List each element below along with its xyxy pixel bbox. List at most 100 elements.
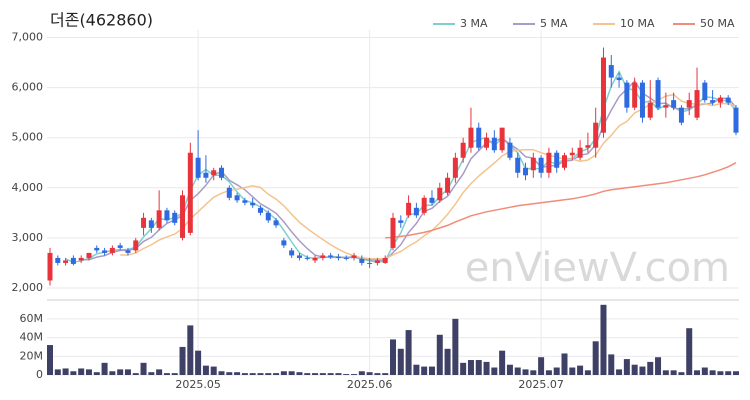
candle-body [647,102,653,118]
candle-body [320,255,326,258]
candle-body [639,82,645,118]
candle-body [125,250,131,253]
volume-tick-label: 0 [36,368,43,381]
candle-body [180,195,186,238]
ma-line [120,93,737,260]
volume-bar [428,366,435,375]
y-tick-label: 5,000 [12,131,44,144]
candle-body [398,220,404,223]
volume-bar [483,361,490,375]
volume-bar [312,373,319,375]
volume-bar [366,372,373,375]
volume-bar [725,371,732,375]
ma-line [385,162,737,239]
volume-bar [273,373,280,375]
volume-bar [686,328,693,375]
legend-label: 10 MA [620,17,655,30]
volume-bar [467,360,474,375]
candle-body [133,240,139,251]
volume-bar [47,345,53,375]
candle-body [219,167,224,178]
candle-body [515,157,521,173]
chart-title: 더존(462860) [50,11,153,30]
volume-bar [670,370,677,375]
volume-bar [514,367,521,375]
volume-bar [351,374,358,375]
volume-bar [584,370,591,375]
volume-bar [545,370,552,375]
volume-tick-label: 20M [20,349,44,362]
candle-body [655,80,661,108]
candle-body [148,220,154,228]
candle-body [343,257,349,259]
y-tick-label: 2,000 [12,281,44,294]
candle-body [304,257,310,259]
candle-body [686,100,692,108]
volume-bar [639,366,646,375]
candle-body [577,147,583,158]
candle-body [390,217,396,248]
candle-body [63,260,69,263]
candle-body [156,210,162,228]
volume-bar [163,373,170,375]
volume-bar [101,362,108,375]
candle-body [632,82,638,108]
ma-line [65,70,737,264]
volume-bar [436,334,443,375]
volume-bar [148,372,155,375]
volume-bar [475,360,482,375]
volume-bar [280,371,287,375]
legend-label: 5 MA [540,17,568,30]
candle-body [702,82,708,101]
volume-bar [499,350,506,375]
volume-bar [405,330,412,375]
volume-bar [616,369,623,375]
volume-bar [452,318,459,375]
volume-bar [733,371,739,375]
volume-bar [421,366,428,375]
candle-body [476,127,482,148]
candle-body [538,157,544,173]
volume-bar [156,369,163,375]
candle-body [86,252,92,258]
candle-body [429,197,435,203]
candle-body [117,245,123,248]
candle-body [499,127,505,151]
volume-bar [460,362,467,375]
candle-body [413,207,419,216]
candle-body [273,220,279,226]
candle-body [523,167,529,176]
candle-body [694,90,700,118]
volume-bar [709,370,716,375]
volume-bar [623,359,630,375]
volume-bar [569,367,576,375]
candle-body [242,200,248,203]
volume-bar [288,371,295,375]
candle-body [530,157,536,171]
volume-bar [117,369,124,375]
candle-body [312,257,318,261]
candle-body [437,187,443,201]
candle-body [141,217,147,228]
candle-body [281,240,287,246]
volume-bar [179,346,186,375]
volume-bar [397,348,404,375]
candle-body [359,258,365,263]
candle-body [164,210,170,221]
candle-body [569,152,575,156]
candle-body [102,250,108,253]
candle-body [554,152,560,168]
volume-bar [491,367,498,375]
candle-body [663,105,669,108]
volume-bar [210,366,217,375]
volume-bar [327,373,334,375]
volume-tick-label: 40M [20,331,44,344]
watermark: enViewV.com [465,245,730,291]
candle-body [678,107,684,123]
volume-tick-label: 60M [20,312,44,325]
volume-bar [577,365,584,375]
volume-bar [413,364,420,375]
volume-bar [592,341,599,375]
volume-bar [530,370,537,375]
